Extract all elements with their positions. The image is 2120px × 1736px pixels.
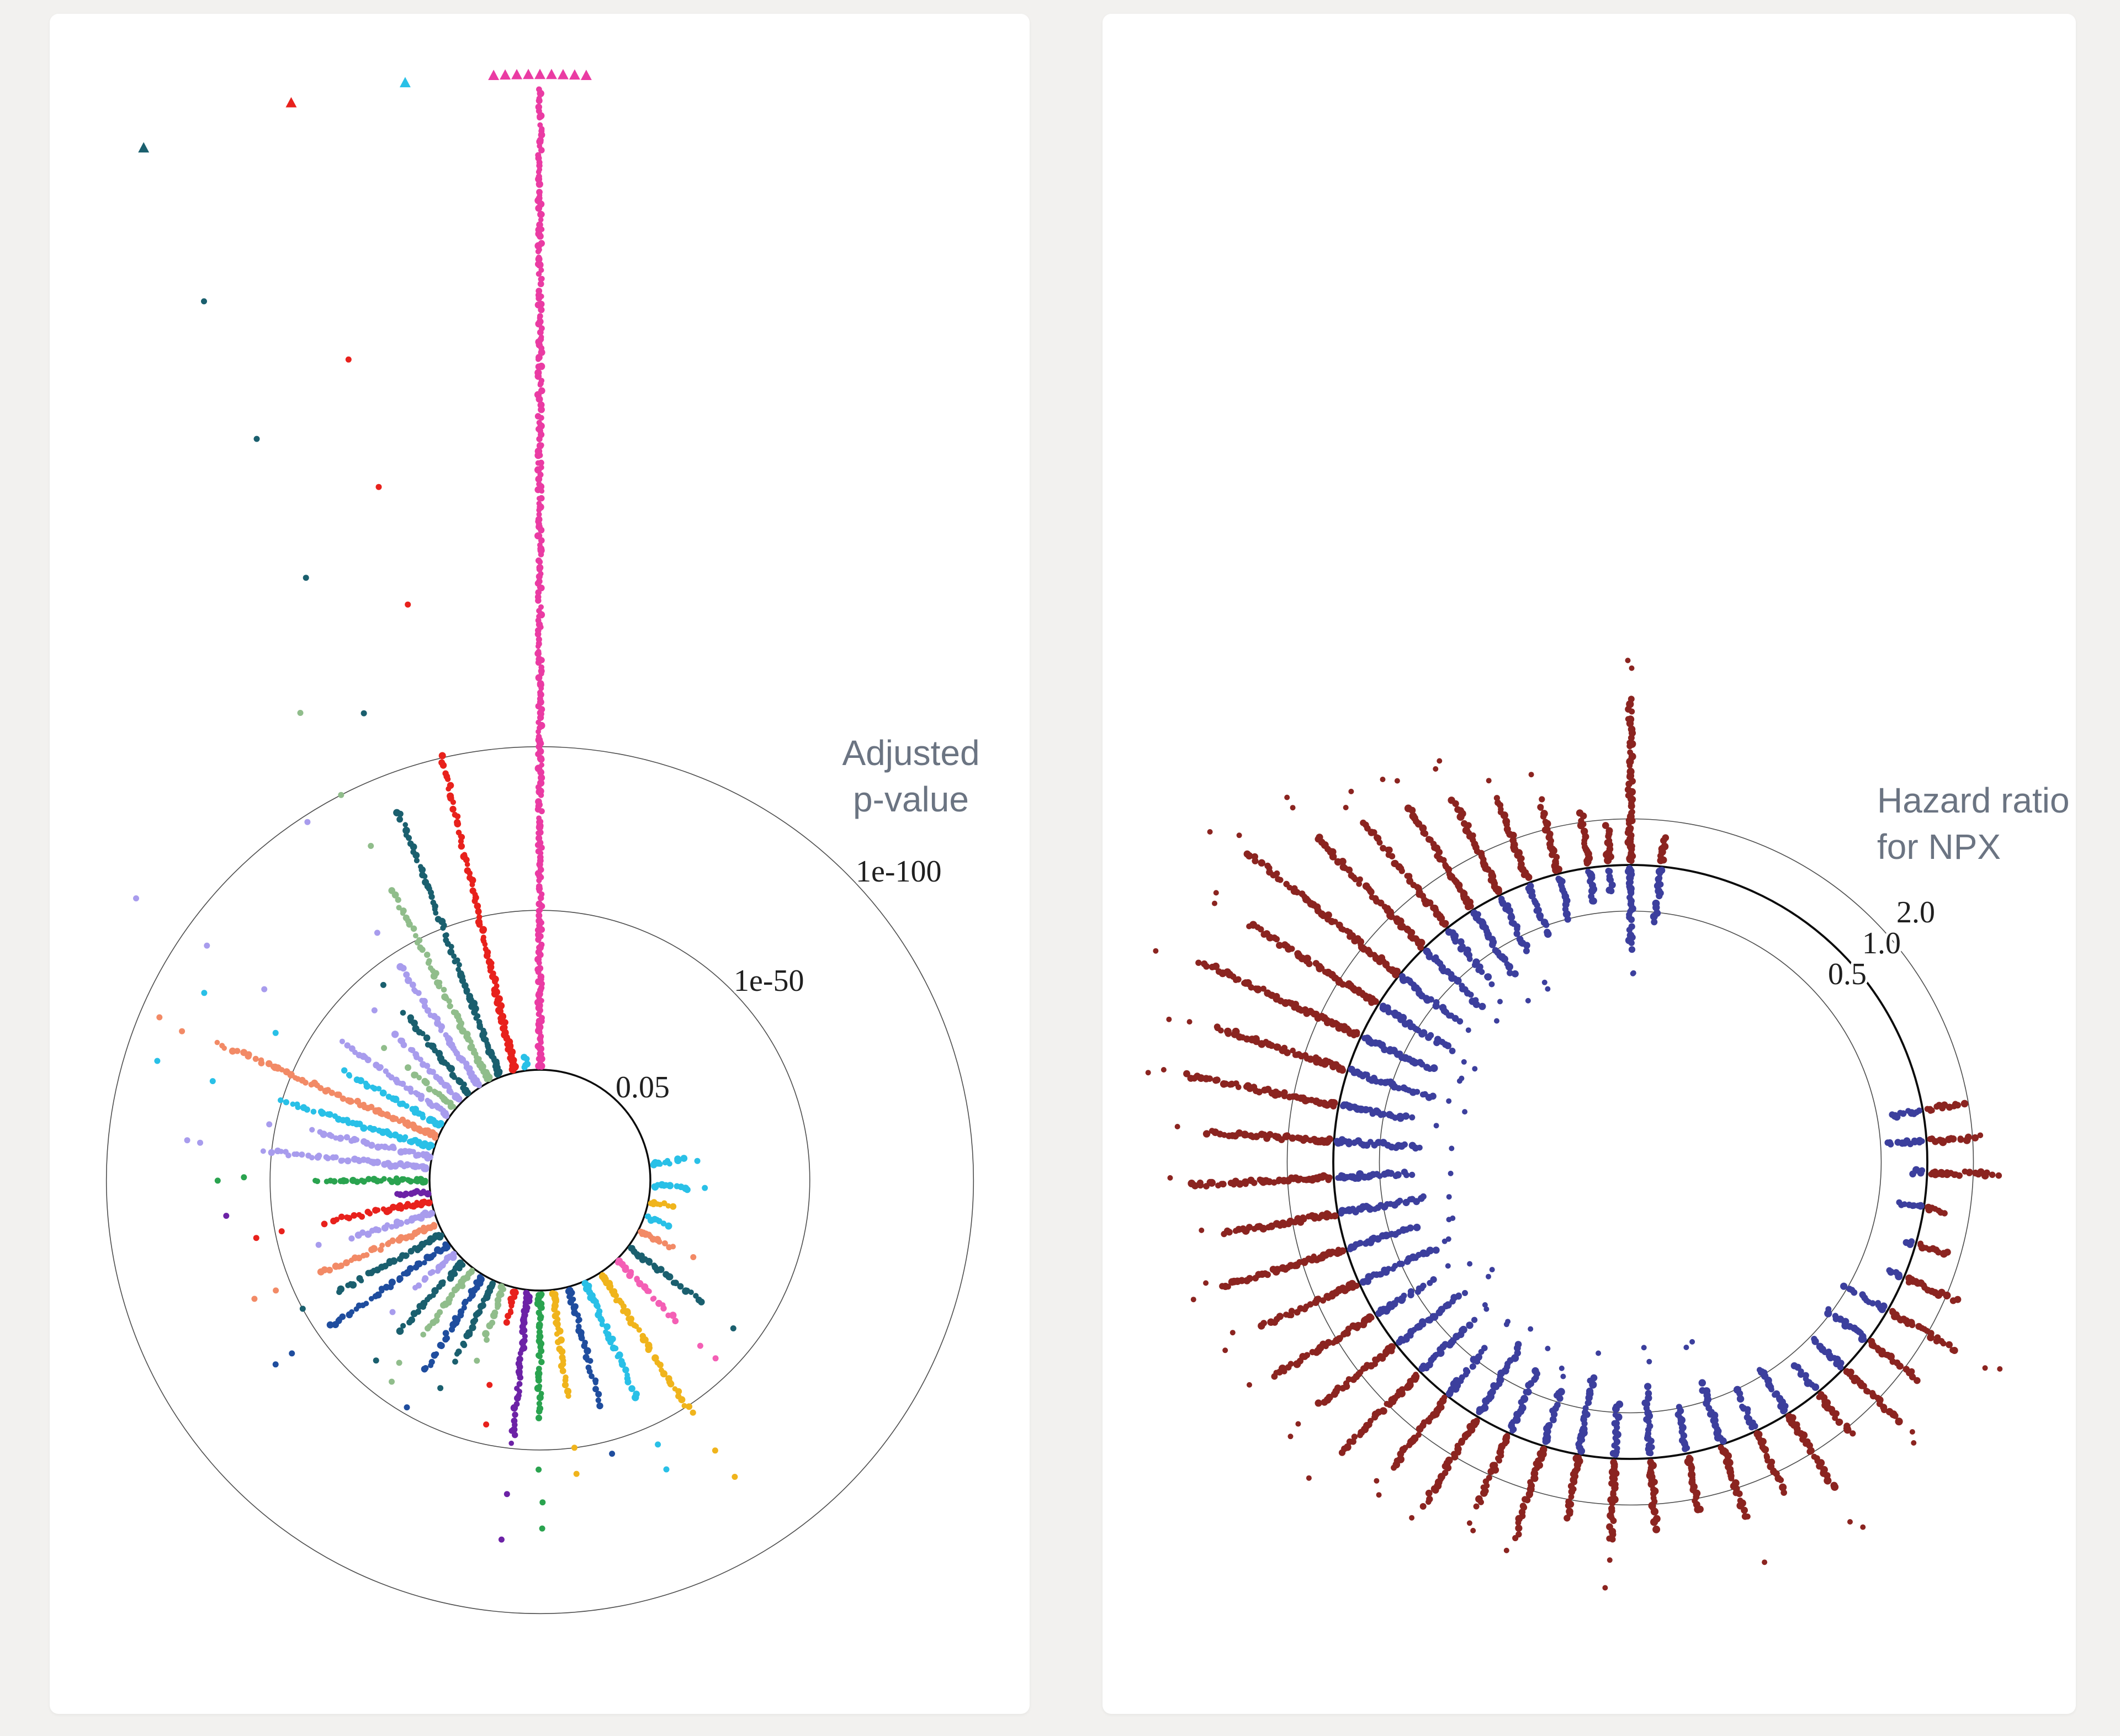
pvalue-ring-label-0.05: 0.05 [616, 1070, 670, 1105]
pvalue-chart-title-line1: Adjusted [842, 733, 980, 773]
pvalue-clipped-point-markers [138, 68, 592, 153]
pvalue-ring-label-1e-100: 1e-100 [856, 854, 942, 889]
hazard-chart-title-line2: for NPX [1877, 827, 2001, 867]
hazard-data-points-decreased [1333, 865, 1926, 1458]
hazard-chart: 0.51.02.0 [1145, 657, 2003, 1591]
pvalue-data-points [133, 86, 738, 1543]
pvalue-chart-title-line2: p-value [853, 779, 969, 819]
hazard-data-points-increased [1145, 657, 2003, 1591]
hazard-chart-title: Hazard ratio for NPX [1877, 777, 2109, 870]
hazard-ring-labels: 0.51.02.0 [1825, 893, 1938, 994]
pvalue-chart-title: Adjusted p-value [817, 730, 1005, 822]
pvalue-ring-labels: 0.05 1e-50 1e-100 [613, 852, 945, 1107]
hazard-ring-label-2.0: 2.0 [1896, 895, 1935, 930]
hazard-ring-label-0.5: 0.5 [1828, 957, 1867, 991]
hazard-chart-title-line1: Hazard ratio [1877, 781, 2070, 820]
pvalue-ring-label-1e-50: 1e-50 [734, 964, 804, 998]
hazard-ring-label-1.0: 1.0 [1862, 926, 1901, 960]
pvalue-chart: 0.05 1e-50 1e-100 [105, 68, 974, 1615]
